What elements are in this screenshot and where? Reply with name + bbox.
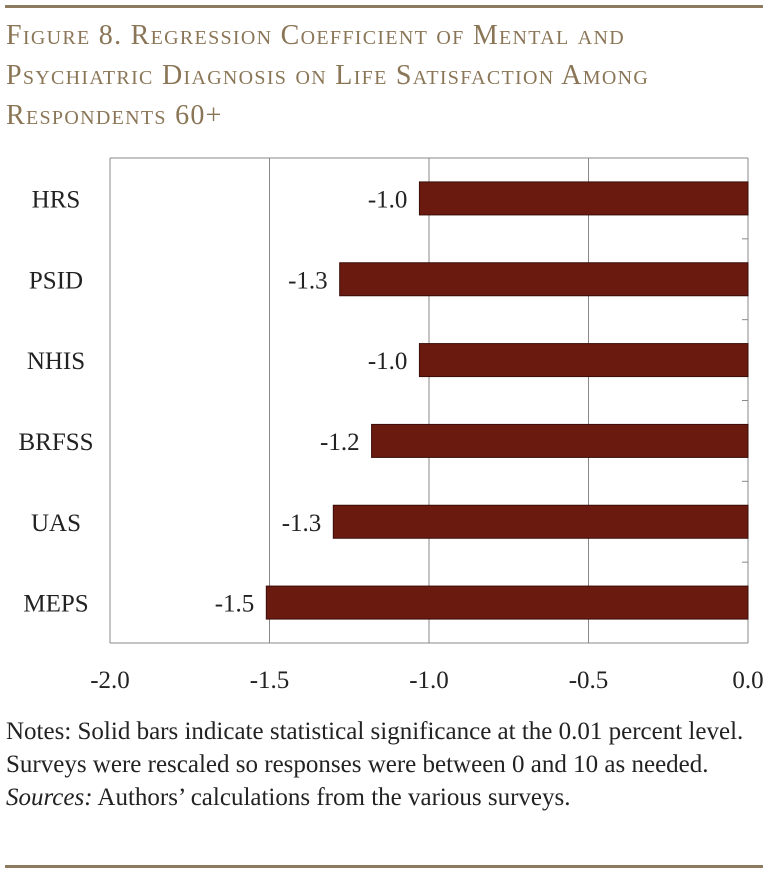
data-label: -1.3 xyxy=(288,267,328,294)
x-tick-label: -2.0 xyxy=(90,667,130,694)
data-label: -1.0 xyxy=(368,186,408,213)
bottom-rule xyxy=(5,865,763,868)
sources-text: Authors’ calculations from the various s… xyxy=(92,784,571,811)
figure-title: Figure 8. Regression Coefficient of Ment… xyxy=(6,20,650,131)
figure-notes: Notes: Solid bars indicate statistical s… xyxy=(6,715,764,814)
sources-line: Sources: Authors’ calculations from the … xyxy=(6,781,764,814)
bar xyxy=(265,585,749,620)
category-label: HRS xyxy=(32,186,81,213)
bar-chart: -1.0 HRS -1.3 PSID -1.0 NHIS -1.2 BRFSS -1.3 UAS -… xyxy=(18,157,764,694)
category-label: UAS xyxy=(31,510,81,537)
data-label: -1.5 xyxy=(215,591,255,618)
category-label: BRFSS xyxy=(18,429,93,456)
bar xyxy=(371,423,749,458)
bar xyxy=(339,262,749,297)
x-tick-label: -1.5 xyxy=(250,667,290,694)
category-label: MEPS xyxy=(23,591,88,618)
bar xyxy=(332,504,749,539)
bar xyxy=(418,343,749,378)
category-label: NHIS xyxy=(27,348,85,375)
x-tick-label: -1.0 xyxy=(409,667,449,694)
bar xyxy=(418,181,749,216)
x-tick-label: -0.5 xyxy=(569,667,609,694)
data-label: -1.3 xyxy=(282,510,322,537)
sources-label: Sources: xyxy=(6,784,93,811)
notes-text: Notes: Solid bars indicate statistical s… xyxy=(6,718,744,778)
category-label: PSID xyxy=(29,267,83,294)
data-label: -1.0 xyxy=(368,348,408,375)
x-tick-label: 0.0 xyxy=(732,667,763,694)
top-rule xyxy=(5,5,763,8)
data-label: -1.2 xyxy=(320,429,360,456)
